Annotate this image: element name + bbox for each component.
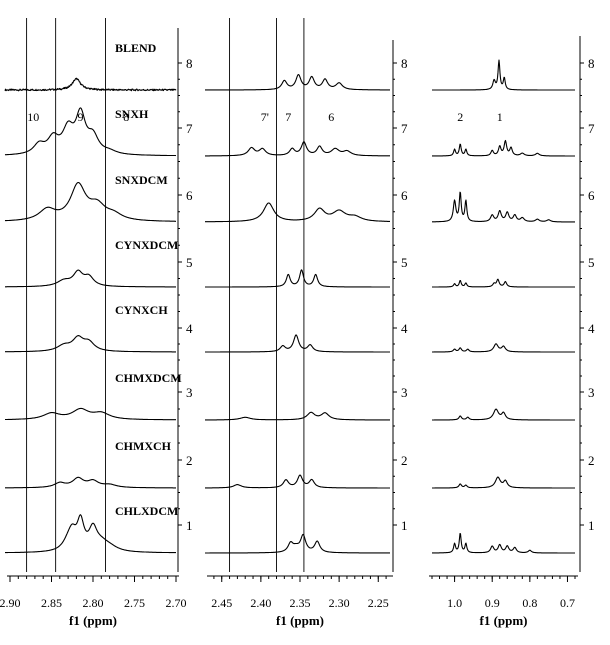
x-tick-label: 2.70 — [166, 596, 187, 610]
peak-label: 9 — [78, 110, 84, 124]
x-axis-label: f1 (ppm) — [69, 613, 117, 628]
spectrum-trace-cynxch — [204, 334, 391, 353]
offset-tick-label: 7 — [186, 121, 193, 136]
spectrum-trace-snxh — [4, 107, 177, 157]
offset-tick-label: 4 — [186, 321, 193, 336]
trace-label-snxdcm: SNXDCM — [115, 173, 168, 187]
spectrum-trace-chlxdcm — [204, 533, 391, 554]
x-tick-label: 1.0 — [447, 596, 462, 610]
peak-label: 7 — [285, 110, 291, 124]
offset-tick-label: 2 — [588, 453, 595, 468]
offset-tick-label: 3 — [588, 385, 595, 400]
peak-label: 7' — [261, 110, 269, 124]
spectrum-trace-chlxdcm — [431, 532, 576, 554]
spectrum-trace-chmxch — [431, 476, 576, 489]
spectrum-trace-snxh — [204, 141, 391, 157]
spectrum-trace-blend — [4, 77, 177, 92]
x-tick-label: 2.45 — [211, 596, 232, 610]
panel-left: CHLXDCM CHMXCH CHMXDCM CYNXCH CYNXDCM SNXDCM S… — [0, 18, 193, 628]
offset-tick-label: 6 — [588, 188, 595, 203]
spectrum-trace-blend — [204, 73, 391, 91]
panel-right: 2 1 1 2 3 4 5 6 7 8 1.0 0.9 0.8 0.7 f1 (ppm) — [429, 36, 595, 628]
trace-label-blend: BLEND — [115, 41, 157, 55]
trace-label-cynxch: CYNXCH — [115, 303, 168, 317]
spectrum-trace-snxdcm — [431, 191, 576, 223]
trace-label-chmxdcm: CHMXDCM — [115, 371, 182, 385]
x-axis-label: f1 (ppm) — [276, 613, 324, 628]
offset-tick-label: 1 — [186, 518, 193, 533]
spectrum-trace-chmxch — [4, 476, 177, 489]
offset-tick-label: 7 — [588, 121, 595, 136]
peak-label: 1 — [497, 110, 503, 124]
peak-label: 8 — [123, 110, 129, 124]
trace-label-cynxdcm: CYNXDCM — [115, 238, 178, 252]
spectrum-trace-snxh — [431, 139, 576, 157]
trace-label-snxh: SNXH — [115, 107, 149, 121]
x-tick-label: 0.7 — [560, 596, 575, 610]
x-tick-label: 2.35 — [290, 596, 311, 610]
spectrum-trace-cynxdcm — [204, 269, 391, 288]
trace-label-chmxch: CHMXCH — [115, 439, 172, 453]
offset-tick-label: 8 — [401, 56, 408, 71]
peak-label: 10 — [27, 110, 39, 124]
offset-tick-label: 4 — [401, 321, 408, 336]
spectrum-trace-snxdcm — [204, 202, 391, 223]
offset-tick-label: 2 — [401, 453, 408, 468]
offset-tick-label: 6 — [186, 188, 193, 203]
spectrum-trace-chmxdcm — [4, 407, 177, 421]
x-axis-label: f1 (ppm) — [479, 613, 527, 628]
x-tick-label: 2.75 — [124, 596, 145, 610]
x-tick-label: 2.25 — [368, 596, 389, 610]
offset-tick-label: 3 — [401, 385, 408, 400]
peak-label: 6 — [328, 110, 334, 124]
x-tick-label: 2.30 — [329, 596, 350, 610]
offset-tick-label: 1 — [401, 518, 408, 533]
offset-tick-label: 2 — [186, 453, 193, 468]
offset-tick-label: 5 — [186, 255, 193, 270]
offset-tick-label: 4 — [588, 321, 595, 336]
offset-tick-label: 5 — [588, 255, 595, 270]
x-tick-label: 2.80 — [83, 596, 104, 610]
offset-tick-label: 8 — [186, 56, 193, 71]
peak-label: 2 — [457, 110, 463, 124]
offset-tick-label: 7 — [401, 121, 408, 136]
spectrum-trace-cynxch — [4, 335, 177, 353]
spectrum-trace-blend — [431, 59, 576, 91]
x-tick-label: 0.8 — [522, 596, 537, 610]
offset-tick-label: 8 — [588, 56, 595, 71]
spectrum-trace-chlxdcm — [4, 514, 177, 554]
offset-tick-label: 3 — [186, 385, 193, 400]
spectrum-trace-chmxch — [204, 474, 391, 489]
spectrum-trace-cynxdcm — [4, 269, 177, 288]
x-tick-label: 2.40 — [250, 596, 271, 610]
spectrum-trace-cynxch — [431, 343, 576, 353]
spectrum-trace-cynxdcm — [431, 278, 576, 288]
x-tick-label: 2.85 — [41, 596, 62, 610]
x-tick-label: 0.9 — [485, 596, 500, 610]
spectrum-trace-chmxdcm — [204, 411, 391, 421]
spectrum-trace-snxdcm — [4, 181, 177, 222]
offset-tick-label: 6 — [401, 188, 408, 203]
x-tick-label: 2.90 — [0, 596, 21, 610]
spectrum-trace-chmxdcm — [431, 408, 576, 421]
offset-tick-label: 1 — [588, 518, 595, 533]
trace-label-chlxdcm: CHLXDCM — [115, 504, 178, 518]
panel-middle: 7' 7 6 1 2 3 4 5 6 7 8 2.45 2.40 2.35 2.30 2.25 f1 (ppm) — [204, 18, 408, 628]
offset-tick-label: 5 — [401, 255, 408, 270]
